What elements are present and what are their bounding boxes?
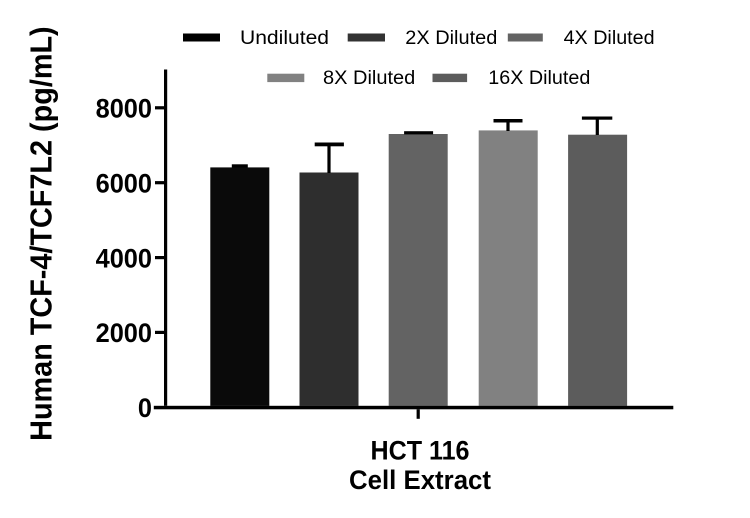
- svg-text:16X Diluted: 16X Diluted: [488, 68, 590, 89]
- svg-text:4X Diluted: 4X Diluted: [564, 28, 655, 49]
- svg-text:Cell Extract: Cell Extract: [349, 465, 491, 495]
- svg-text:8000: 8000: [96, 94, 152, 124]
- svg-text:Human TCF-4/TCF7L2 (pg/mL): Human TCF-4/TCF7L2 (pg/mL): [25, 26, 59, 441]
- svg-text:0: 0: [138, 393, 152, 423]
- svg-text:8X Diluted: 8X Diluted: [323, 68, 415, 89]
- svg-text:HCT 116: HCT 116: [371, 435, 470, 465]
- svg-text:6000: 6000: [96, 168, 152, 198]
- svg-text:2X Diluted: 2X Diluted: [405, 28, 497, 49]
- svg-text:Undiluted: Undiluted: [240, 28, 329, 49]
- svg-text:4000: 4000: [96, 243, 152, 273]
- svg-text:2000: 2000: [96, 318, 152, 348]
